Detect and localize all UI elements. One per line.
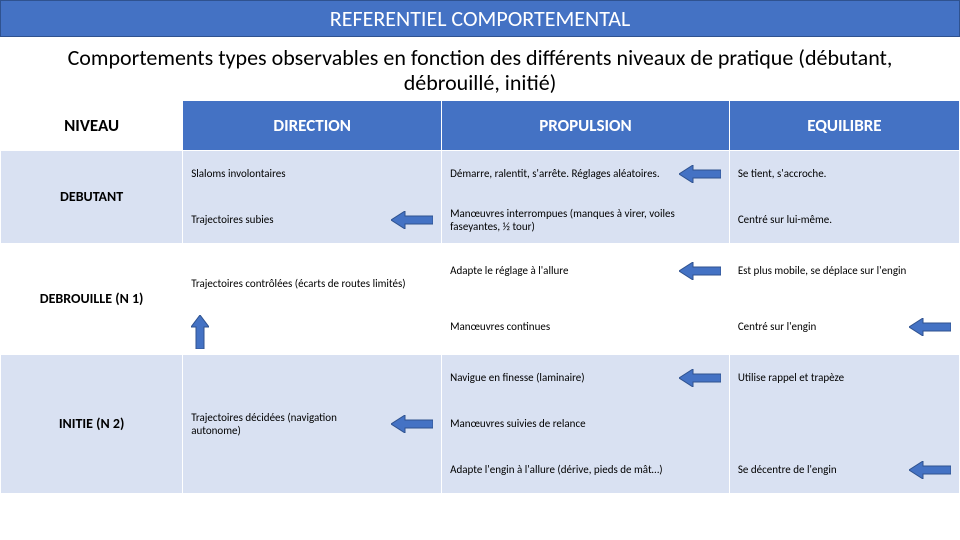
cell-text: Utilise rappel et trapèze xyxy=(738,371,951,384)
cell-text: Se tient, s'accroche. xyxy=(738,167,951,180)
cell-text: Trajectoires contrôlées (écarts de route… xyxy=(191,277,433,290)
arrow-left-icon xyxy=(391,415,433,433)
cell-text: Manœuvres continues xyxy=(450,320,721,333)
cell-text: Trajectoires subies xyxy=(191,213,385,226)
cell-equilibre: Centré sur l'engin xyxy=(729,299,959,355)
col-equilibre: EQUILIBRE xyxy=(729,100,959,150)
cell-text: Centré sur lui-même. xyxy=(738,213,951,226)
cell-text: Manœuvres suivies de relance xyxy=(450,417,721,430)
arrow-left-icon xyxy=(679,165,721,183)
cell-text: Centré sur l'engin xyxy=(738,320,903,333)
cell-text: Navigue en finesse (laminaire) xyxy=(450,371,673,384)
cell-direction: Trajectoires contrôlées (écarts de route… xyxy=(183,243,442,355)
cell-propulsion: Démarre, ralentit, s'arrête. Réglages al… xyxy=(442,150,730,197)
level-debrouille: DEBROUILLE (N 1) xyxy=(1,243,183,355)
arrow-left-icon xyxy=(909,461,951,479)
cell-text: Trajectoires décidées (navigation autono… xyxy=(191,411,385,437)
arrow-up-icon xyxy=(191,315,433,349)
cell-propulsion: Manœuvres suivies de relance xyxy=(442,401,730,447)
page-subtitle: Comportements types observables en fonct… xyxy=(0,37,960,100)
level-initie: INITIE (N 2) xyxy=(1,355,183,493)
arrow-left-icon xyxy=(391,211,433,229)
arrow-left-icon xyxy=(679,369,721,387)
cell-equilibre xyxy=(729,401,959,447)
table-header-row: NIVEAU DIRECTION PROPULSION EQUILIBRE xyxy=(1,100,960,150)
cell-text: Adapte le réglage à l'allure xyxy=(450,264,673,277)
table-row: DEBUTANT Slaloms involontaires Démarre, … xyxy=(1,150,960,197)
cell-equilibre: Utilise rappel et trapèze xyxy=(729,355,959,401)
cell-text: Manœuvres interrompues (manques à virer,… xyxy=(450,207,721,233)
cell-equilibre: Est plus mobile, se déplace sur l'engin xyxy=(729,243,959,299)
cell-propulsion: Navigue en finesse (laminaire) xyxy=(442,355,730,401)
cell-propulsion: Adapte l'engin à l'allure (dérive, pieds… xyxy=(442,447,730,493)
cell-direction: Slaloms involontaires xyxy=(183,150,442,197)
cell-direction: Trajectoires subies xyxy=(183,197,442,243)
table-row: DEBROUILLE (N 1) Trajectoires contrôlées… xyxy=(1,243,960,299)
col-propulsion: PROPULSION xyxy=(442,100,730,150)
page-title: REFERENTIEL COMPORTEMENTAL xyxy=(0,0,960,37)
cell-text: Est plus mobile, se déplace sur l'engin xyxy=(738,264,951,277)
arrow-left-icon xyxy=(679,262,721,280)
cell-propulsion: Manœuvres interrompues (manques à virer,… xyxy=(442,197,730,243)
cell-text: Slaloms involontaires xyxy=(191,167,433,180)
cell-equilibre: Se tient, s'accroche. xyxy=(729,150,959,197)
arrow-left-icon xyxy=(909,318,951,336)
level-debutant: DEBUTANT xyxy=(1,150,183,243)
col-niveau: NIVEAU xyxy=(1,100,183,150)
cell-equilibre: Centré sur lui-même. xyxy=(729,197,959,243)
cell-direction: Trajectoires décidées (navigation autono… xyxy=(183,355,442,493)
cell-text: Démarre, ralentit, s'arrête. Réglages al… xyxy=(450,167,673,180)
table-row: INITIE (N 2) Trajectoires décidées (navi… xyxy=(1,355,960,401)
cell-text: Se décentre de l'engin xyxy=(738,463,903,476)
cell-propulsion: Adapte le réglage à l'allure xyxy=(442,243,730,299)
behaviour-table: NIVEAU DIRECTION PROPULSION EQUILIBRE DE… xyxy=(0,100,960,493)
cell-propulsion: Manœuvres continues xyxy=(442,299,730,355)
col-direction: DIRECTION xyxy=(183,100,442,150)
cell-text: Adapte l'engin à l'allure (dérive, pieds… xyxy=(450,463,721,476)
cell-equilibre: Se décentre de l'engin xyxy=(729,447,959,493)
